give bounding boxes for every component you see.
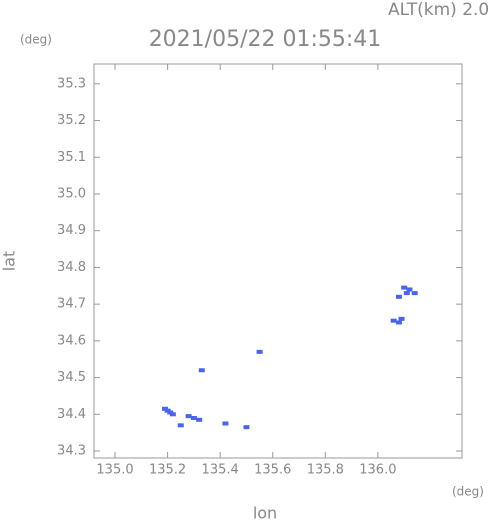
y-tick-label: 34.3 — [57, 444, 86, 459]
y-tick-label: 34.9 — [57, 223, 86, 238]
echo-point — [395, 320, 402, 325]
echo-point — [196, 417, 203, 422]
echo-point — [403, 291, 410, 296]
y-tick-label: 34.5 — [57, 370, 86, 385]
echo-point — [185, 414, 192, 419]
y-tick-label: 35.3 — [57, 76, 86, 91]
x-tick-label: 136.0 — [359, 463, 396, 478]
y-tick-label: 34.7 — [57, 297, 86, 312]
echo-point — [395, 294, 402, 299]
echo-point — [169, 412, 176, 417]
x-axis-label: lon — [253, 504, 277, 521]
y-tick-label: 35.2 — [57, 113, 86, 128]
x-tick-label: 135.4 — [202, 463, 239, 478]
echo-point — [190, 415, 197, 420]
y-tick-label: 34.6 — [57, 333, 86, 348]
y-tick-label: 35.1 — [57, 150, 86, 165]
echo-point — [401, 285, 408, 290]
y-tick-label: 34.4 — [57, 407, 86, 422]
y-tick-label: 34.8 — [57, 260, 86, 275]
echo-point — [390, 318, 397, 323]
x-tick-label: 135.2 — [149, 463, 186, 478]
echo-point — [243, 425, 250, 430]
x-unit: (deg) — [452, 485, 484, 499]
x-tick-label: 135.0 — [96, 463, 133, 478]
y-unit: (deg) — [20, 33, 52, 47]
plot-frame — [93, 63, 463, 459]
echo-point — [198, 368, 205, 373]
x-tick-label: 135.6 — [254, 463, 291, 478]
x-tick-label: 135.8 — [307, 463, 344, 478]
altitude-label: ALT(km) 2.0 — [388, 0, 489, 20]
echo-point — [222, 421, 229, 426]
echo-point — [398, 316, 405, 321]
echo-point — [256, 349, 263, 354]
echo-point — [177, 423, 184, 428]
y-axis-label: lat — [0, 251, 19, 272]
y-tick-label: 35.0 — [57, 186, 86, 201]
chart-title: 2021/05/22 01:55:41 — [149, 27, 382, 52]
echo-point — [411, 291, 418, 296]
echo-point — [406, 287, 413, 292]
